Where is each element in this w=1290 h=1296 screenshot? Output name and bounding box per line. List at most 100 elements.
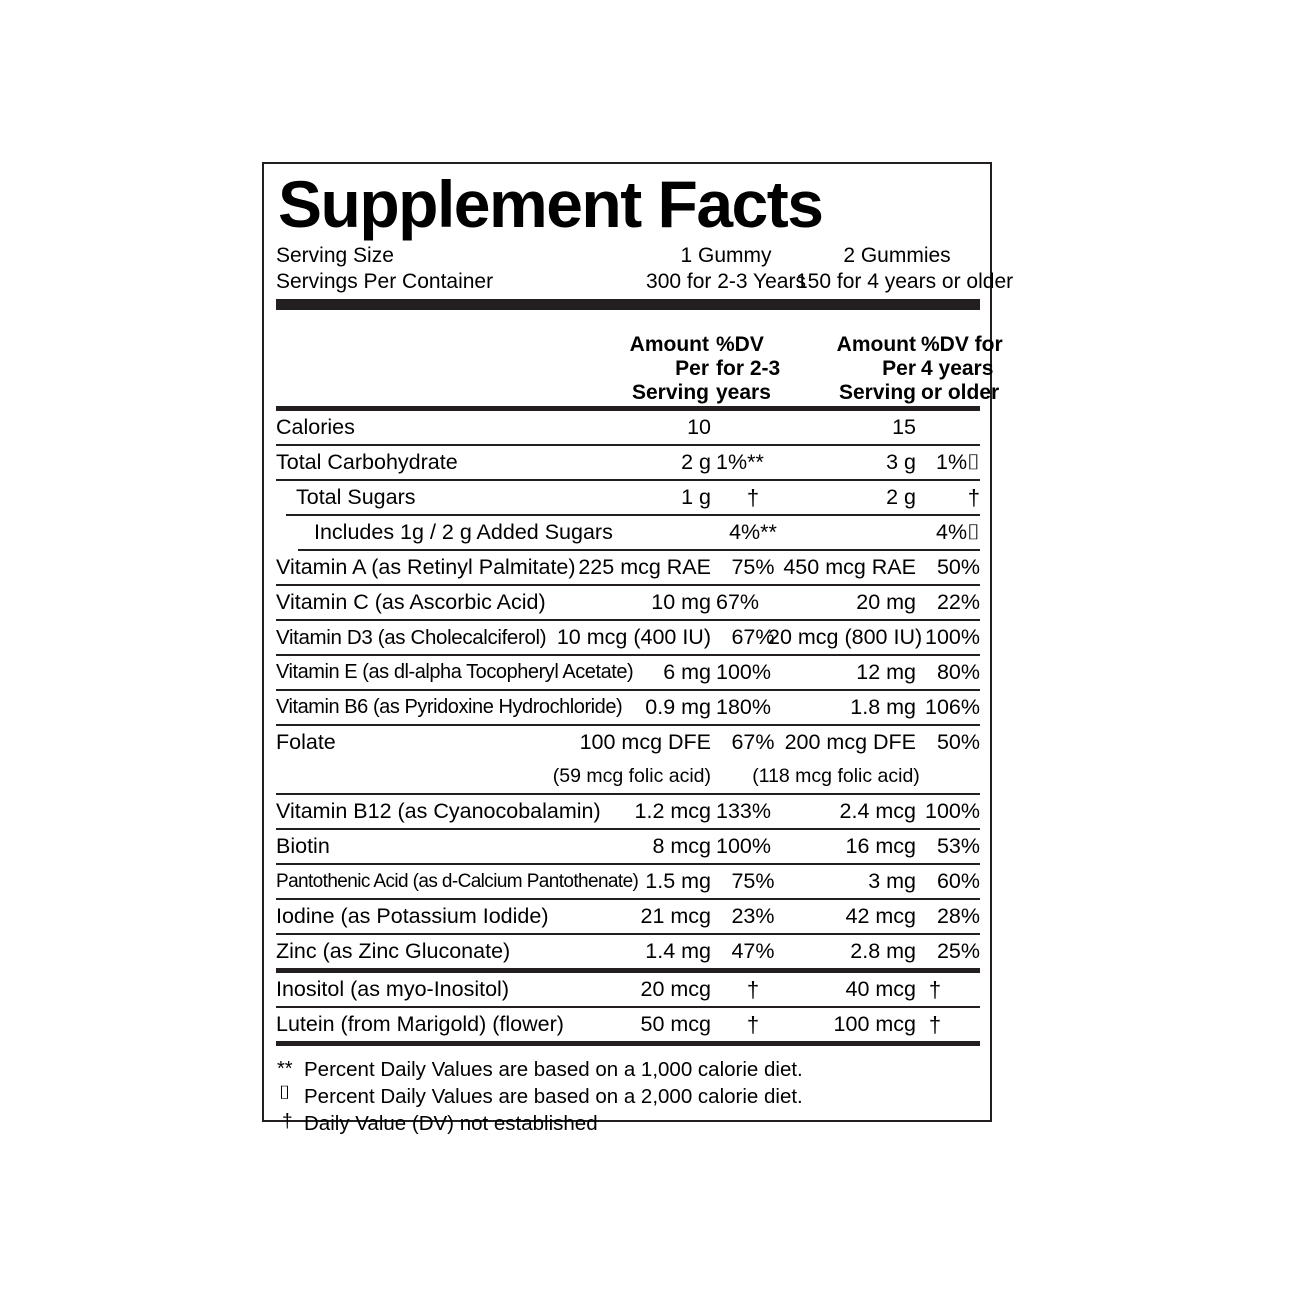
dv-2: † xyxy=(928,1011,942,1037)
serving-size-col2-value: 2 Gummies xyxy=(843,243,951,267)
amount-per-serving-2: 12 mg xyxy=(856,659,916,684)
amount-per-serving-2: 40 mcg xyxy=(845,976,916,1001)
amount-per-serving-2: 20 mg xyxy=(856,589,916,614)
row-divider xyxy=(276,443,980,446)
amount-per-serving-2: 42 mcg xyxy=(845,903,916,928)
dv-1: 67% xyxy=(731,624,775,649)
footnote-double-asterisk: ** Percent Daily Values are based on a 1… xyxy=(276,1056,980,1083)
amount-per-serving-2: 15 xyxy=(892,414,916,439)
servings-per-container-label: Servings Per Container xyxy=(276,269,494,293)
table-row: Includes 1g / 2 g Added Sugars 4%** 4%⌷ xyxy=(276,516,980,549)
table-row: Zinc (as Zinc Gluconate) 1.4 mg 47% 2.8 … xyxy=(276,935,980,968)
nutrient-name: Vitamin B6 (as Pyridoxine Hydrochloride) xyxy=(276,695,623,718)
dv-1: 23% xyxy=(731,903,775,928)
dv-2: 50% xyxy=(936,729,980,754)
table-row: Biotin 8 mcg 100% 16 mcg 53% xyxy=(276,830,980,863)
dv-1: 133% xyxy=(716,798,771,823)
serving-info-block: Serving Size 1 Gummy 2 Gummies Servings … xyxy=(276,243,1013,295)
divider-thick-top xyxy=(276,298,980,310)
amount-per-serving-2: 2.8 mg xyxy=(850,938,916,963)
amount-per-serving-2: 2 g xyxy=(886,484,916,509)
amount-per-serving-1: 10 mcg (400 IU) xyxy=(556,624,711,649)
nutrient-name: Vitamin E (as dl-alpha Tocopheryl Acetat… xyxy=(276,660,634,683)
page-title: Supplement Facts xyxy=(278,167,824,241)
table-row: Lutein (from Marigold) (flower) 50 mcg †… xyxy=(276,1008,980,1041)
table-row: Vitamin A (as Retinyl Palmitate) 225 mcg… xyxy=(276,551,980,584)
amount-per-serving-1: 8 mcg xyxy=(652,833,711,858)
row-divider xyxy=(276,618,980,621)
amount-per-serving-1: 225 mcg RAE xyxy=(578,554,711,579)
table-row: Vitamin C (as Ascorbic Acid) 10 mg 67% 2… xyxy=(276,586,980,619)
nutrient-name: Vitamin A (as Retinyl Palmitate) xyxy=(276,554,576,579)
dv-1: 180% xyxy=(716,694,771,719)
footnote-text: Percent Daily Values are based on a 2,00… xyxy=(304,1084,803,1108)
row-divider xyxy=(276,862,980,865)
nutrient-name: Lutein (from Marigold) (flower) xyxy=(276,1011,564,1036)
servings-per-container-row: Servings Per Container 300 for 2-3 Years… xyxy=(276,269,1013,295)
amount-per-serving-1: 10 mg xyxy=(651,589,711,614)
row-divider xyxy=(286,513,980,516)
table-row: Inositol (as myo-Inositol) 20 mcg † 40 m… xyxy=(276,973,980,1006)
amount-per-serving-1: 1.2 mcg xyxy=(634,798,711,823)
dv-1: 67% xyxy=(716,589,760,614)
footnote-dagger: † Daily Value (DV) not established xyxy=(276,1110,980,1137)
servings-per-container-col1-value: 300 for 2-3 Years xyxy=(646,269,806,293)
folic-acid-note-2: (118 mcg folic acid) xyxy=(752,764,920,787)
amount-per-serving-1: 1.5 mg xyxy=(645,868,711,893)
table-row: Vitamin B12 (as Cyanocobalamin) 1.2 mcg … xyxy=(276,795,980,828)
dv-1: 1%** xyxy=(716,449,764,474)
nutrient-name: Total Sugars xyxy=(296,484,416,509)
dv-1: † xyxy=(746,976,760,1002)
footnote-marker: ** xyxy=(277,1057,293,1080)
nutrient-name: Vitamin C (as Ascorbic Acid) xyxy=(276,589,546,614)
dv-1: 47% xyxy=(731,938,775,963)
amount-per-serving-2: 3 mg xyxy=(868,868,916,893)
divider-below-headers xyxy=(276,405,980,411)
folic-acid-note-1: (59 mcg folic acid) xyxy=(552,764,711,787)
supplement-facts-panel: Supplement Facts Serving Size 1 Gummy 2 … xyxy=(262,162,1013,1135)
header-amount-per-serving-2: Amount Per Serving xyxy=(836,332,916,405)
row-divider xyxy=(276,932,980,935)
nutrient-name: Folate xyxy=(276,729,336,754)
footnote-marker: † xyxy=(282,1111,293,1133)
dv-2: 100% xyxy=(925,798,980,823)
amount-per-serving-1: 10 xyxy=(687,414,711,439)
table-row: Iodine (as Potassium Iodide) 21 mcg 23% … xyxy=(276,900,980,933)
amount-per-serving-1: 1 g xyxy=(681,484,711,509)
amount-per-serving-1: 1.4 mg xyxy=(645,938,711,963)
dv-1: 75% xyxy=(731,554,775,579)
table-row: Calories 10 15 xyxy=(276,411,980,444)
dv-2: 28% xyxy=(936,903,980,928)
amount-per-serving-2: 3 g xyxy=(886,449,916,474)
dv-1: † xyxy=(746,484,760,510)
footnote-marker: ⌷ xyxy=(279,1082,291,1104)
footnote-double-dagger: ⌷ Percent Daily Values are based on a 2,… xyxy=(276,1083,980,1110)
footnotes: ** Percent Daily Values are based on a 1… xyxy=(276,1056,980,1138)
table-row: Vitamin E (as dl-alpha Tocopheryl Acetat… xyxy=(276,656,980,689)
servings-per-container-col2-value: 150 for 4 years or older xyxy=(796,269,1014,293)
nutrient-name: Zinc (as Zinc Gluconate) xyxy=(276,938,511,963)
dv-2: 100% xyxy=(925,624,980,649)
dv-2: 50% xyxy=(936,554,980,579)
header-dv-2-3-years: %DV for 2-3 years xyxy=(716,332,781,405)
table-row: Vitamin B6 (as Pyridoxine Hydrochloride)… xyxy=(276,691,980,724)
nutrient-name: Vitamin B12 (as Cyanocobalamin) xyxy=(276,798,601,823)
table-row: Total Sugars 1 g † 2 g † xyxy=(276,481,980,514)
serving-size-row: Serving Size 1 Gummy 2 Gummies xyxy=(276,243,980,269)
amount-per-serving-1: 6 mg xyxy=(663,659,711,684)
nutrient-name: Calories xyxy=(276,414,355,439)
dv-2: 106% xyxy=(925,694,980,719)
row-divider xyxy=(276,1005,980,1008)
row-divider xyxy=(276,723,980,726)
dv-1: 4%** xyxy=(729,519,777,544)
amount-per-serving-1: 20 mcg xyxy=(640,976,711,1001)
amount-per-serving-2: 16 mcg xyxy=(845,833,916,858)
serving-size-label: Serving Size xyxy=(276,243,394,267)
amount-per-serving-2: 2.4 mcg xyxy=(839,798,916,823)
dv-2: 25% xyxy=(936,938,980,963)
table-row: Folate 100 mcg DFE 67% 200 mcg DFE 50% xyxy=(276,726,980,759)
table-row: Vitamin D3 (as Cholecalciferol) 10 mcg (… xyxy=(276,621,980,654)
amount-per-serving-2: 1.8 mg xyxy=(850,694,916,719)
footnote-text: Daily Value (DV) not established xyxy=(304,1112,598,1136)
amount-per-serving-2: 450 mcg RAE xyxy=(783,554,916,579)
